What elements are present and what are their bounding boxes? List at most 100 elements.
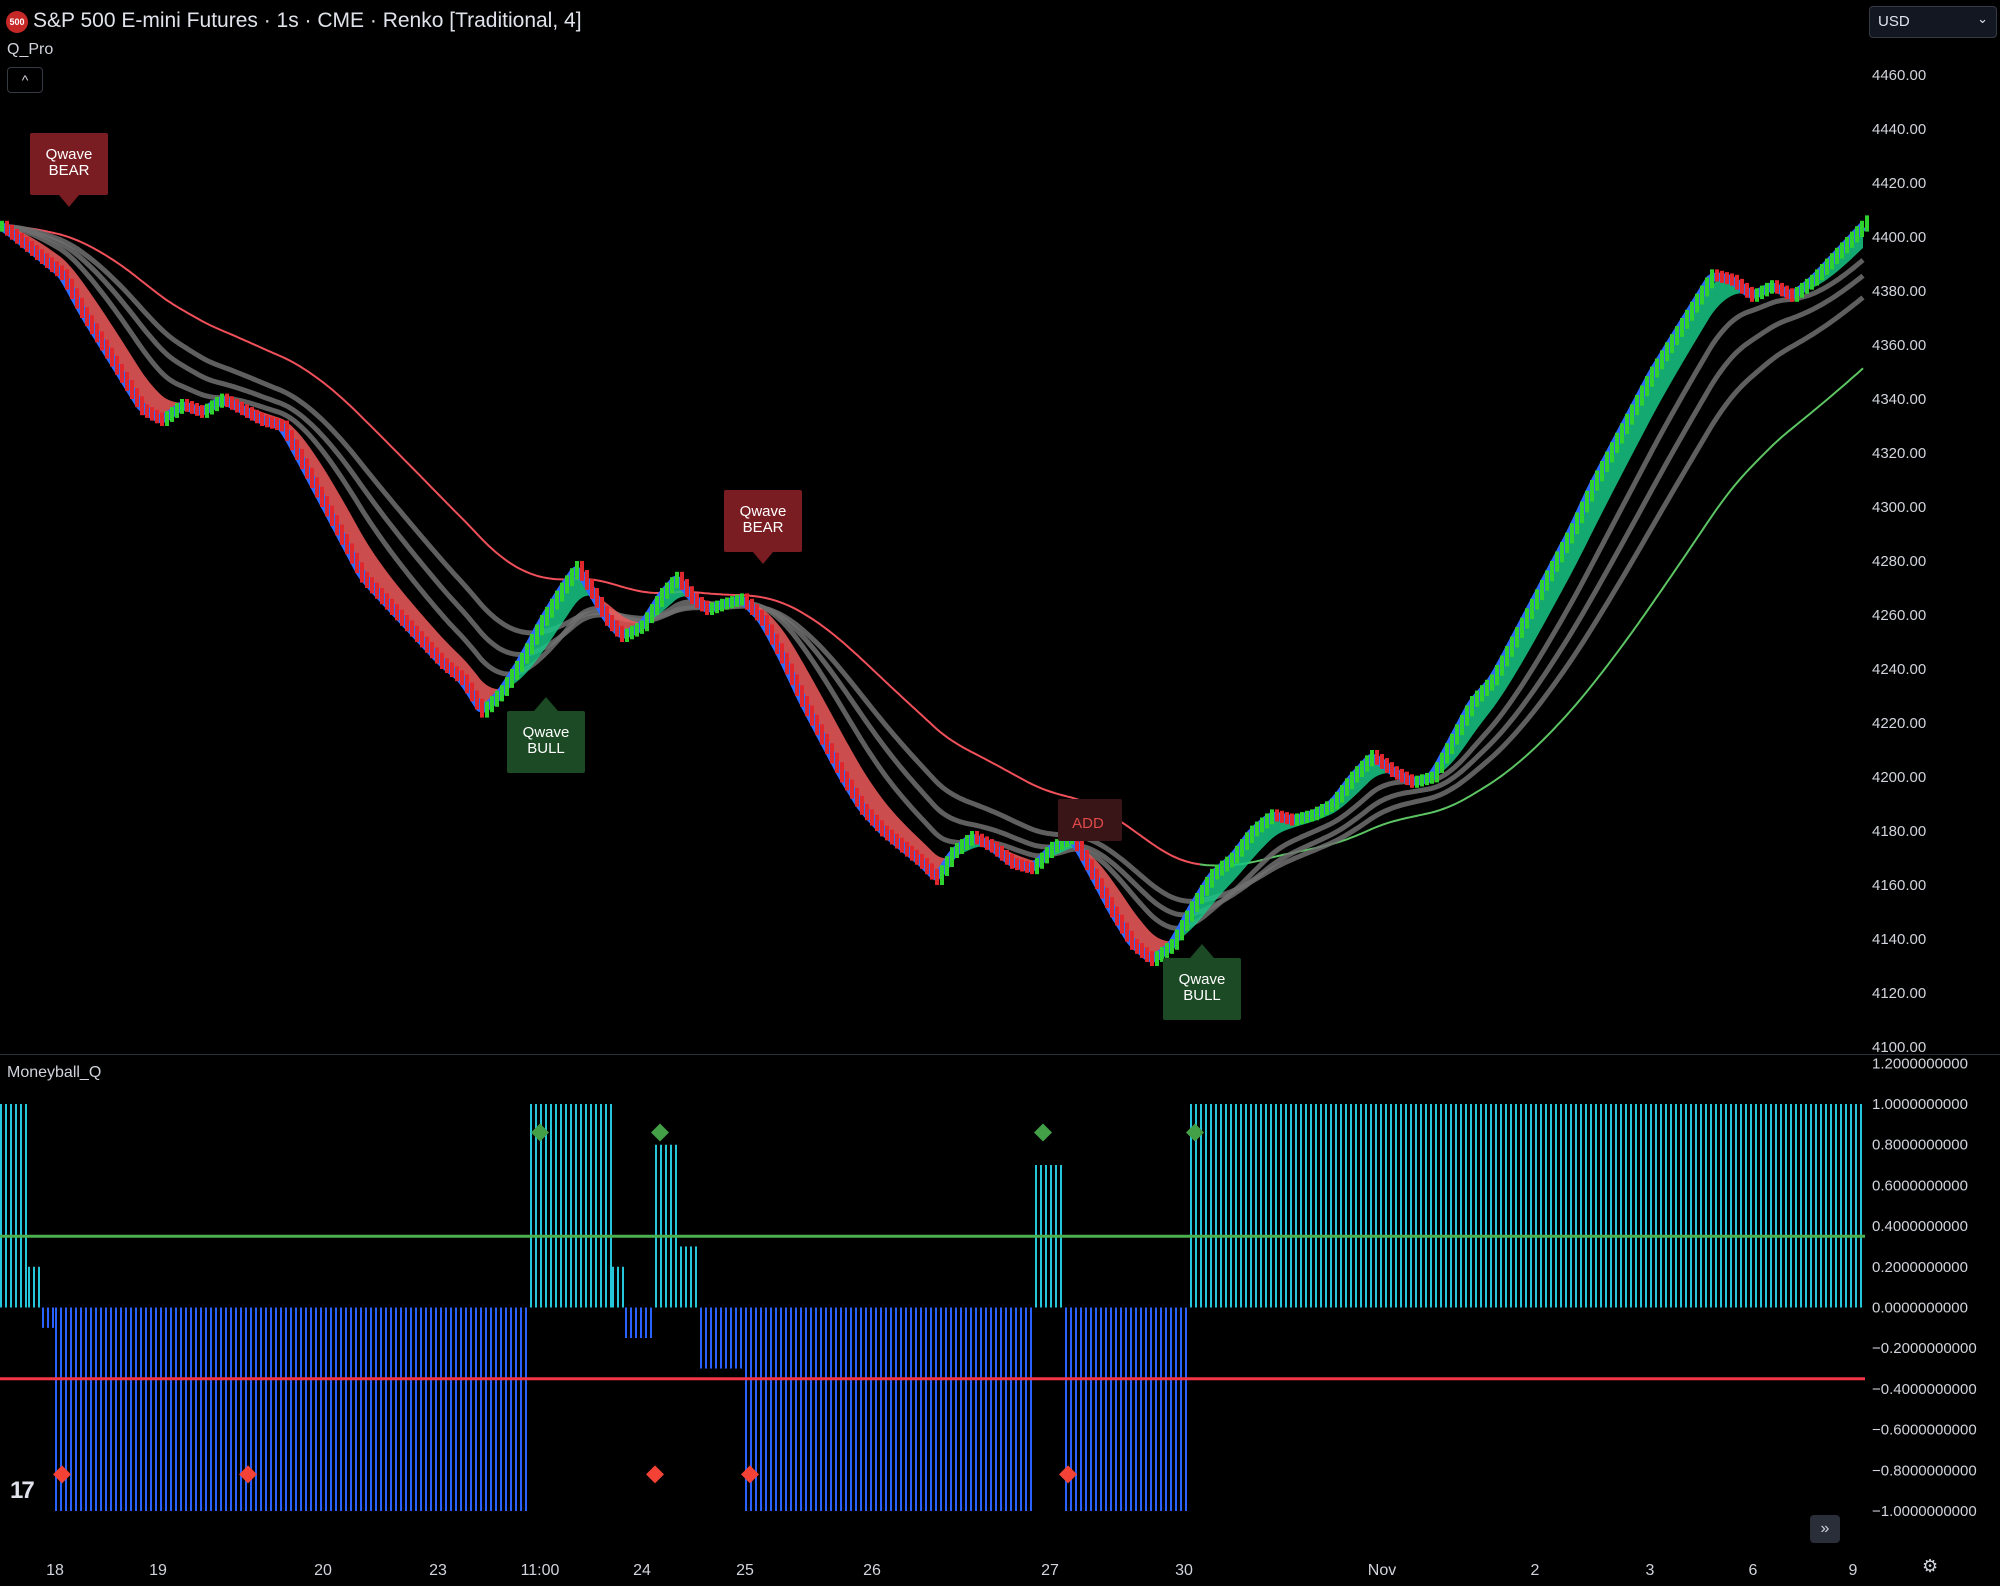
wave-cloud-segment: [372, 550, 375, 585]
renko-brick: [1645, 376, 1649, 397]
gray-ma-line: [0, 223, 1865, 931]
time-tick-label: 27: [1041, 1562, 1059, 1579]
indicator-legend-qpro[interactable]: Q_Pro: [7, 41, 54, 58]
bull-diamond-marker: [1034, 1123, 1052, 1142]
renko-brick: [70, 278, 74, 300]
signal-label-add: ADD: [1058, 799, 1122, 841]
renko-brick: [445, 658, 449, 674]
wave-cloud-segment: [864, 771, 867, 807]
wave-cloud-segment: [801, 659, 804, 694]
renko-brick: [1285, 812, 1289, 825]
renko-brick: [1510, 636, 1514, 657]
renko-brick: [1310, 809, 1314, 822]
renko-brick: [190, 401, 194, 414]
renko-brick: [1315, 806, 1319, 821]
renko-brick: [325, 496, 329, 517]
pane-divider[interactable]: [0, 1054, 2000, 1055]
renko-brick: [715, 600, 719, 614]
renko-brick: [1015, 858, 1019, 871]
renko-brick: [1540, 579, 1544, 601]
renko-brick: [1785, 285, 1789, 300]
renko-brick: [335, 515, 339, 536]
renko-brick: [320, 486, 324, 507]
renko-brick: [105, 339, 109, 359]
renko-brick: [345, 534, 349, 555]
renko-brick: [1855, 226, 1859, 243]
time-tick-label: 19: [149, 1562, 167, 1579]
wave-cloud-segment: [900, 819, 903, 844]
collapse-legend-button[interactable]: ^: [7, 67, 43, 93]
signal-box: [1163, 958, 1241, 1020]
wave-cloud-segment: [369, 546, 372, 581]
bull-diamond-marker: [651, 1123, 669, 1142]
tradingview-logo[interactable]: 17: [10, 1477, 35, 1504]
renko-brick: [1125, 922, 1129, 942]
renko-brick: [260, 412, 264, 426]
osc-tick-label: 0.0000000000: [1872, 1300, 1968, 1317]
renko-brick: [725, 597, 729, 610]
renko-brick: [185, 399, 189, 412]
wave-cloud-segment: [120, 337, 123, 371]
renko-brick: [1350, 771, 1354, 790]
renko-brick: [605, 606, 609, 626]
wave-cloud-segment: [1644, 391, 1647, 432]
renko-brick: [100, 331, 104, 351]
wave-cloud-segment: [1275, 818, 1278, 837]
renko-brick: [1820, 264, 1824, 281]
wave-cloud-segment: [474, 671, 477, 697]
renko-brick: [550, 598, 554, 618]
wave-cloud-segment: [1701, 296, 1704, 332]
renko-brick: [25, 237, 29, 252]
time-tick-label: 18: [46, 1562, 64, 1579]
wave-cloud-segment: [1140, 919, 1143, 948]
indicator-legend-moneyball[interactable]: Moneyball_Q: [7, 1064, 102, 1081]
renko-brick: [1355, 766, 1359, 783]
renko-brick: [1685, 309, 1689, 329]
chart-title[interactable]: S&P 500 E-mini Futures · 1s · CME · Renk…: [33, 9, 582, 32]
renko-brick: [265, 415, 269, 428]
symbol-badge[interactable]: 500: [6, 11, 28, 33]
renko-brick: [1215, 864, 1219, 880]
renko-brick: [1035, 858, 1039, 875]
renko-brick: [1280, 810, 1284, 823]
renko-brick: [270, 416, 274, 429]
renko-brick: [1775, 280, 1779, 294]
renko-brick: [1675, 326, 1679, 345]
renko-brick: [1415, 775, 1419, 788]
renko-brick: [380, 588, 384, 605]
renko-brick: [1450, 733, 1454, 755]
renko-brick: [1460, 714, 1464, 736]
renko-brick: [385, 593, 389, 610]
wave-cloud-segment: [1620, 437, 1623, 478]
renko-brick: [1600, 461, 1604, 482]
wave-cloud-segment: [1617, 442, 1620, 484]
renko-brick: [65, 269, 69, 290]
wave-cloud-segment: [1137, 915, 1140, 945]
add-label-box: [1058, 799, 1122, 841]
gear-icon[interactable]: ⚙: [1922, 1556, 1939, 1576]
renko-brick: [1625, 413, 1629, 435]
renko-brick: [1345, 778, 1349, 796]
renko-brick: [860, 795, 864, 815]
wave-cloud-segment: [1524, 623, 1527, 660]
wave-cloud-segment: [540, 628, 543, 656]
renko-brick: [840, 762, 844, 783]
renko-brick: [1755, 288, 1759, 302]
wave-cloud-segment: [825, 702, 828, 741]
price-tick-label: 4440.00: [1872, 121, 1926, 138]
scroll-to-realtime-button[interactable]: »: [1810, 1515, 1840, 1543]
renko-brick: [785, 652, 789, 675]
currency-select[interactable]: USD ⌄: [1869, 6, 1997, 38]
wave-cloud-segment: [135, 361, 138, 395]
oscillator-axis: 1.2000000000 1.0000000000 0.8000000000 0.60…: [1872, 1055, 1977, 1520]
wave-cloud-segment: [159, 393, 162, 417]
renko-brick: [75, 288, 79, 309]
renko-brick: [915, 849, 919, 865]
renko-brick: [305, 458, 309, 479]
renko-brick: [705, 600, 709, 615]
wave-cloud-segment: [1650, 380, 1653, 421]
renko-brick: [465, 674, 469, 694]
